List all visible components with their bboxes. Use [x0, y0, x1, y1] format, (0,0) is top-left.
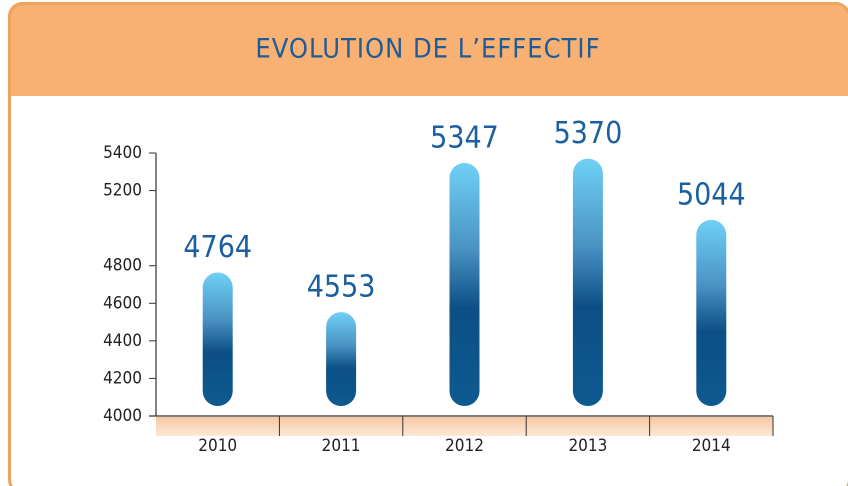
x-tick-label: 2014 [692, 436, 731, 456]
value-label: 4764 [183, 230, 252, 265]
value-label: 5044 [677, 177, 746, 212]
bar [326, 312, 357, 406]
x-tick-label: 2012 [445, 436, 484, 456]
y-tick-label: 4200 [103, 368, 142, 388]
value-label: 5370 [554, 116, 623, 151]
x-tick-label: 2013 [568, 436, 607, 456]
y-tick-label: 4000 [103, 406, 142, 426]
y-tick-label: 5200 [103, 181, 142, 201]
x-tick-label: 2010 [198, 436, 237, 456]
category-strip [156, 417, 773, 436]
bar [202, 272, 233, 406]
header [8, 2, 848, 96]
value-label: 4553 [307, 270, 376, 305]
y-tick-label: 4600 [103, 293, 142, 313]
y-tick-label: 4800 [103, 256, 142, 276]
y-tick-label: 4400 [103, 331, 142, 351]
plot: 4000 4200 4400 4600 4800 5200 5400 2010 4764 2011… [103, 116, 774, 456]
y-tick-label: 5400 [103, 143, 142, 163]
bar [449, 162, 480, 406]
value-label: 5347 [430, 120, 499, 155]
frame-border [8, 2, 848, 486]
chart-title: EVOLUTION DE L’EFFECTIF [255, 34, 600, 65]
x-tick-label: 2011 [322, 436, 361, 456]
bar [696, 219, 727, 406]
bar [572, 158, 603, 406]
